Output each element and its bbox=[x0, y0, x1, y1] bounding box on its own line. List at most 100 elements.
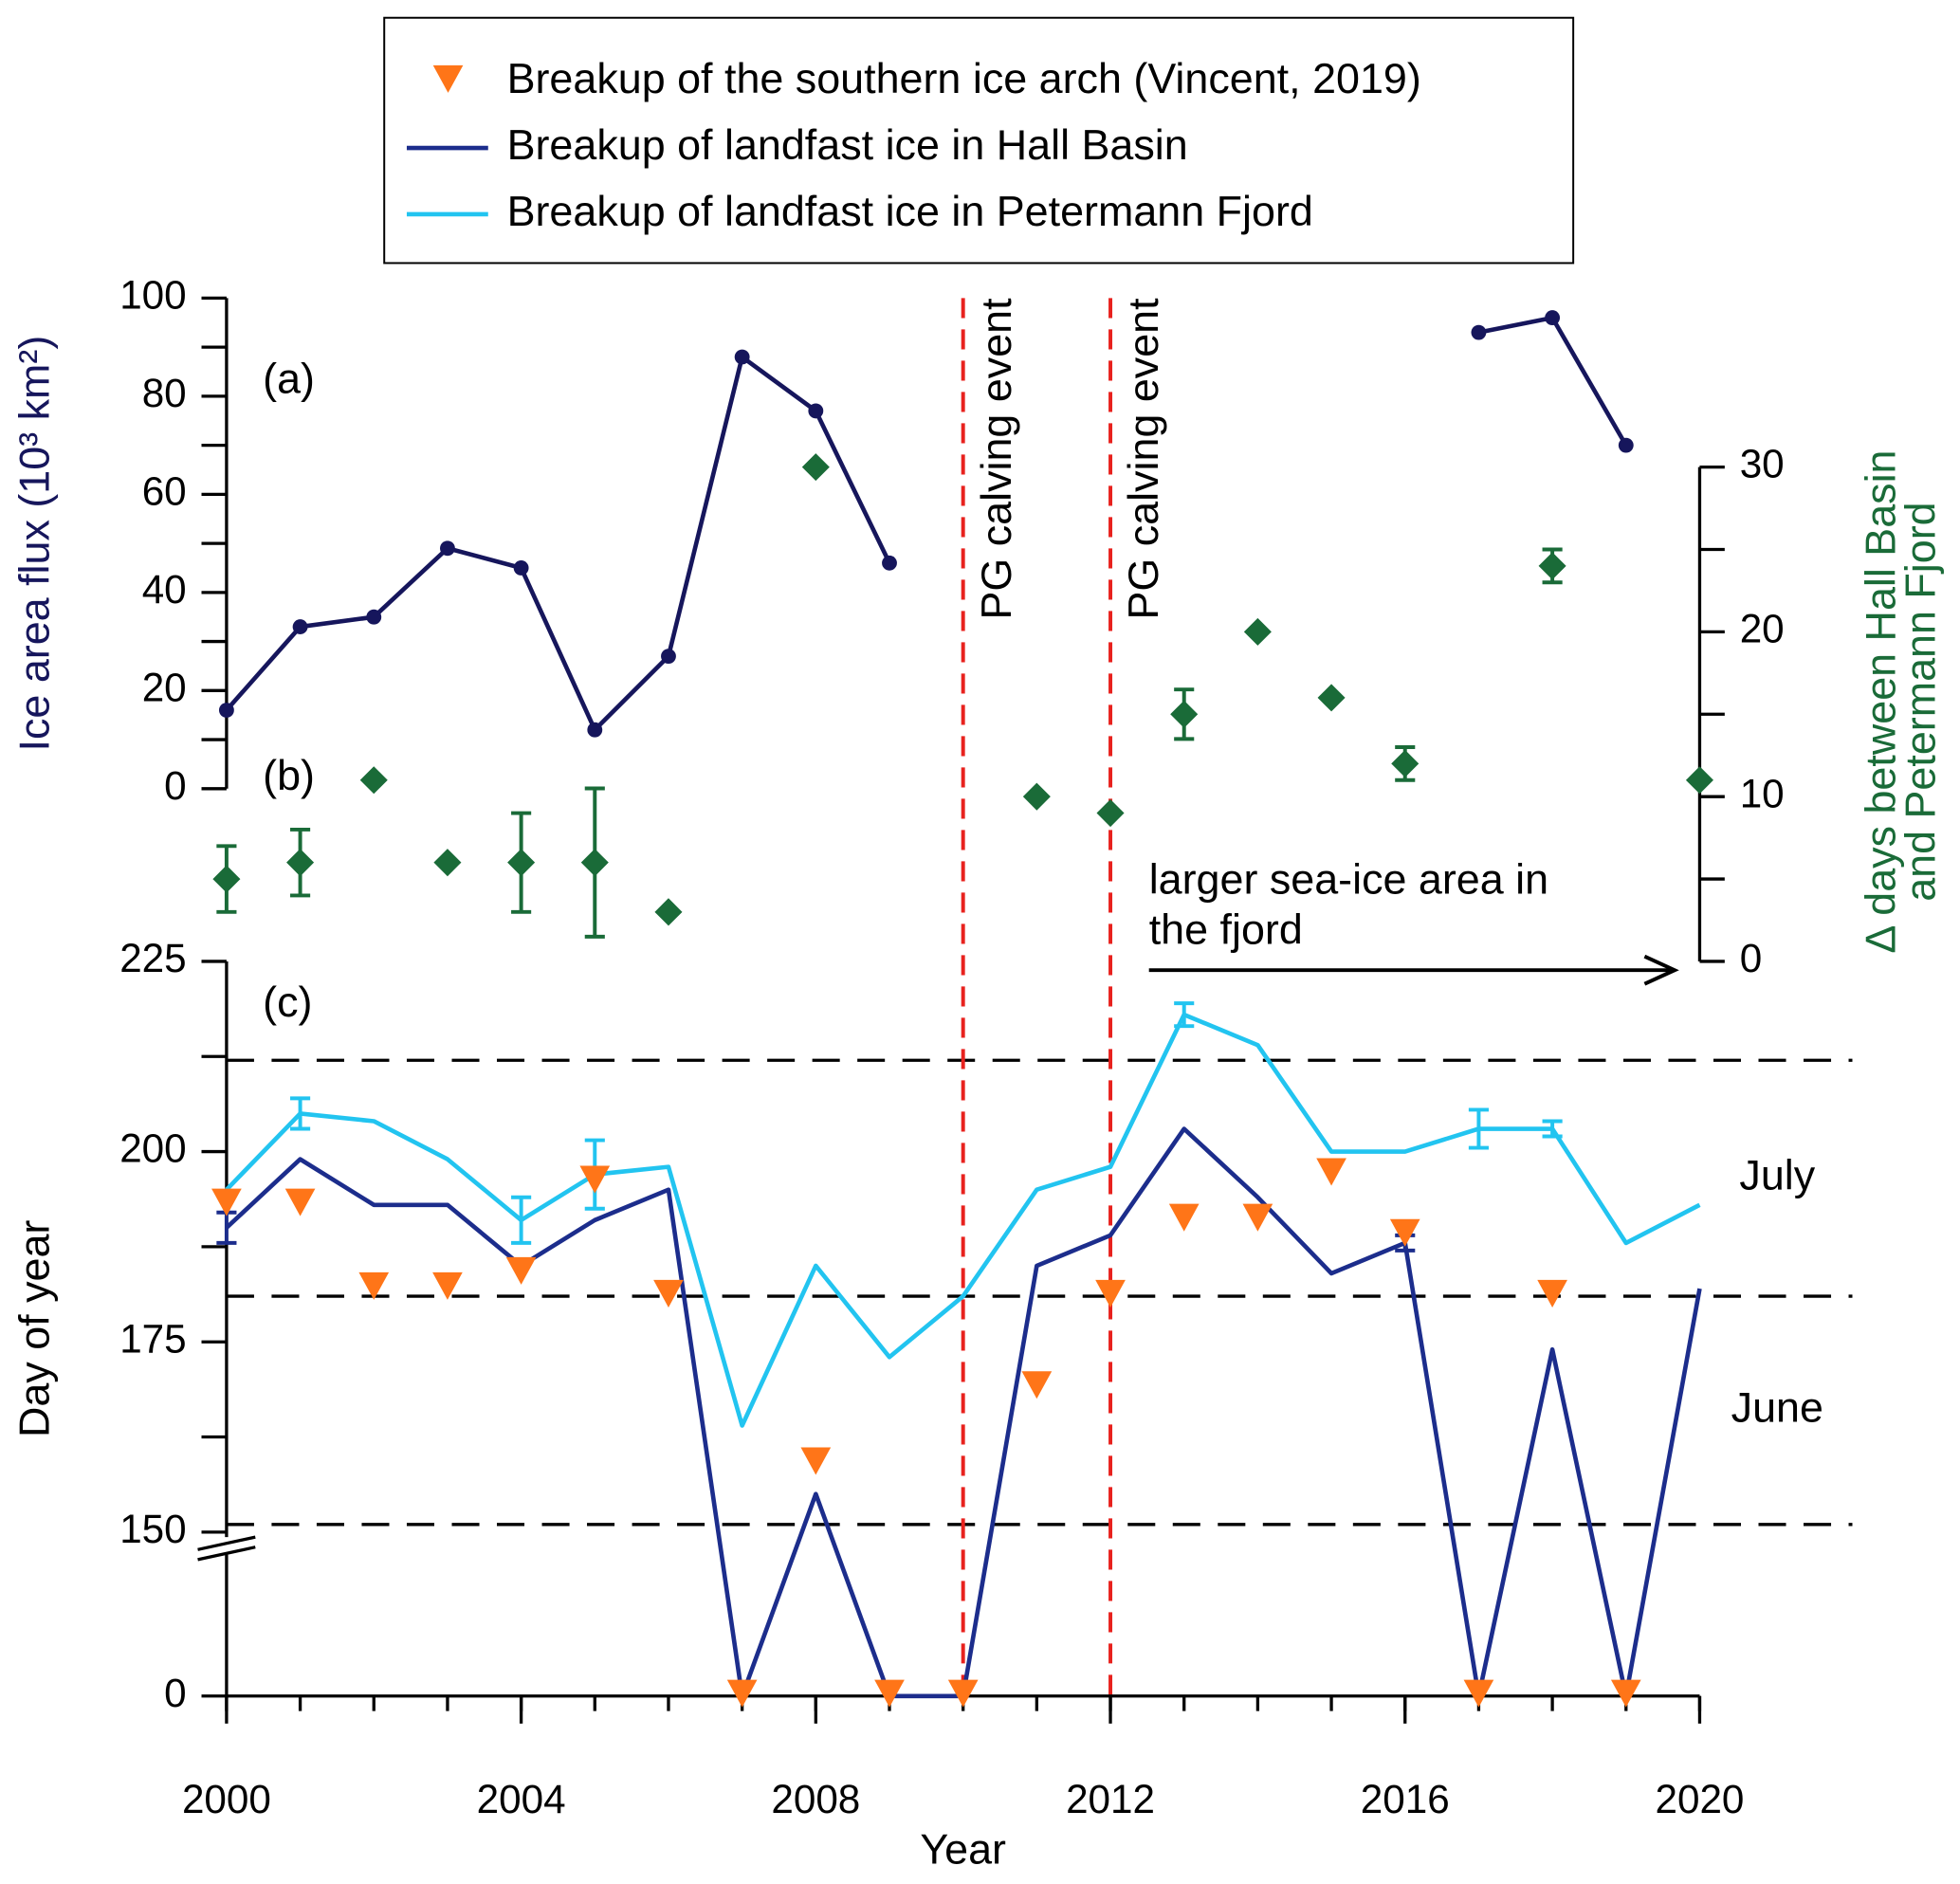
point-marker bbox=[292, 619, 308, 634]
y-tick-label: 200 bbox=[119, 1126, 186, 1171]
error-bar bbox=[290, 1096, 311, 1131]
annotation: larger sea-ice area in bbox=[1149, 855, 1548, 904]
triangle-marker bbox=[284, 1188, 316, 1216]
legend-box bbox=[383, 16, 1575, 265]
y-tick-label: 80 bbox=[142, 371, 187, 415]
y-axis-title: Δ days between Hall Basin bbox=[1856, 449, 1904, 953]
y-tick-label: 150 bbox=[119, 1507, 186, 1551]
panel-label: (a) bbox=[263, 355, 315, 403]
point-marker bbox=[587, 722, 603, 738]
y-tick-label: 0 bbox=[164, 763, 186, 808]
point-marker bbox=[1471, 324, 1487, 340]
point-marker bbox=[882, 555, 897, 571]
triangle-marker bbox=[800, 1447, 832, 1475]
y-tick-label: 30 bbox=[1740, 442, 1785, 486]
point-marker bbox=[513, 560, 529, 576]
triangle-marker bbox=[653, 1279, 684, 1308]
series-line bbox=[1477, 315, 1628, 447]
x-tick-label: 2008 bbox=[771, 1777, 860, 1821]
calving-event-label: PG calving event bbox=[1119, 298, 1167, 620]
y-axis-title: and Petermann Fjord bbox=[1896, 502, 1945, 901]
legend-label: Breakup of landfast ice in Hall Basin bbox=[507, 120, 1188, 169]
diamond-marker bbox=[1538, 552, 1566, 580]
diamond-marker bbox=[1170, 700, 1199, 728]
series-line bbox=[225, 1012, 1701, 1428]
y-tick-label: 0 bbox=[1740, 936, 1762, 980]
y-tick-label: 20 bbox=[142, 665, 187, 709]
point-marker bbox=[1618, 437, 1634, 453]
y-tick-label: 100 bbox=[119, 273, 186, 318]
triangle-marker bbox=[1463, 1679, 1494, 1708]
point-marker bbox=[808, 403, 824, 419]
triangle-marker bbox=[1316, 1158, 1346, 1186]
break-mark bbox=[197, 1535, 256, 1551]
x-tick-label: 2016 bbox=[1361, 1777, 1450, 1821]
legend-marker bbox=[432, 64, 464, 93]
point-marker bbox=[366, 609, 382, 625]
legend-label: Breakup of the southern ice arch (Vincen… bbox=[507, 54, 1421, 102]
month-label: July bbox=[1739, 1151, 1815, 1199]
error-bar bbox=[511, 1195, 532, 1245]
y-axis-title: Day of year bbox=[9, 1220, 58, 1437]
x-tick-label: 2020 bbox=[1655, 1777, 1744, 1821]
point-marker bbox=[661, 649, 676, 665]
diamond-marker bbox=[286, 849, 315, 877]
diamond-marker bbox=[1317, 684, 1346, 712]
triangle-marker bbox=[1095, 1279, 1126, 1308]
triangle-marker bbox=[1610, 1679, 1641, 1708]
diamond-marker bbox=[359, 766, 388, 795]
month-label: June bbox=[1731, 1382, 1823, 1431]
panel-label: (c) bbox=[263, 978, 312, 1026]
arrow bbox=[1148, 954, 1679, 986]
triangle-marker bbox=[211, 1188, 242, 1216]
diamond-marker bbox=[212, 865, 241, 893]
error-bar bbox=[1542, 1119, 1563, 1139]
point-marker bbox=[734, 349, 750, 365]
triangle-marker bbox=[1537, 1279, 1567, 1308]
error-bar bbox=[216, 1210, 237, 1245]
diamond-marker bbox=[1096, 799, 1125, 828]
x-axis-title: Year bbox=[920, 1825, 1006, 1874]
break-mark bbox=[197, 1546, 256, 1562]
diamond-marker bbox=[801, 453, 830, 482]
triangle-marker bbox=[505, 1256, 537, 1285]
point-marker bbox=[218, 703, 234, 718]
arrow-head bbox=[1643, 954, 1679, 986]
y-tick-label: 20 bbox=[1740, 607, 1785, 651]
y-axis-title: Ice area flux (10³ km²) bbox=[9, 336, 58, 752]
triangle-marker bbox=[1168, 1203, 1200, 1232]
y-tick-label: 60 bbox=[142, 469, 187, 514]
triangle-marker bbox=[579, 1165, 611, 1194]
diamond-marker bbox=[1391, 749, 1420, 777]
triangle-marker bbox=[1389, 1218, 1420, 1247]
annotation: the fjord bbox=[1149, 905, 1303, 953]
x-tick-label: 2004 bbox=[477, 1777, 566, 1821]
point-marker bbox=[1545, 310, 1561, 326]
x-tick-label: 2012 bbox=[1066, 1777, 1155, 1821]
error-bar bbox=[1468, 1107, 1489, 1150]
triangle-marker bbox=[432, 1271, 463, 1300]
point-marker bbox=[440, 540, 455, 557]
triangle-marker bbox=[358, 1271, 390, 1300]
legend-label: Breakup of landfast ice in Petermann Fjo… bbox=[507, 187, 1313, 235]
y-tick-label: 225 bbox=[119, 936, 186, 980]
diamond-marker bbox=[1022, 782, 1051, 811]
panel-label: (b) bbox=[263, 751, 315, 799]
triangle-marker bbox=[726, 1679, 758, 1708]
y-tick-label: 40 bbox=[142, 567, 187, 612]
y-tick-label: 10 bbox=[1740, 771, 1785, 815]
triangle-marker bbox=[874, 1679, 905, 1708]
diamond-marker bbox=[507, 849, 536, 877]
x-tick-label: 2000 bbox=[182, 1777, 271, 1821]
y-tick-label: 175 bbox=[119, 1316, 186, 1361]
diamond-marker bbox=[654, 898, 683, 926]
triangle-marker bbox=[1242, 1203, 1273, 1232]
y-tick-label: 0 bbox=[164, 1671, 186, 1715]
diamond-marker bbox=[580, 849, 609, 877]
axis-break bbox=[197, 1535, 256, 1562]
calving-event-label: PG calving event bbox=[972, 298, 1020, 620]
triangle-marker bbox=[1021, 1371, 1053, 1399]
triangle-marker bbox=[947, 1679, 979, 1708]
